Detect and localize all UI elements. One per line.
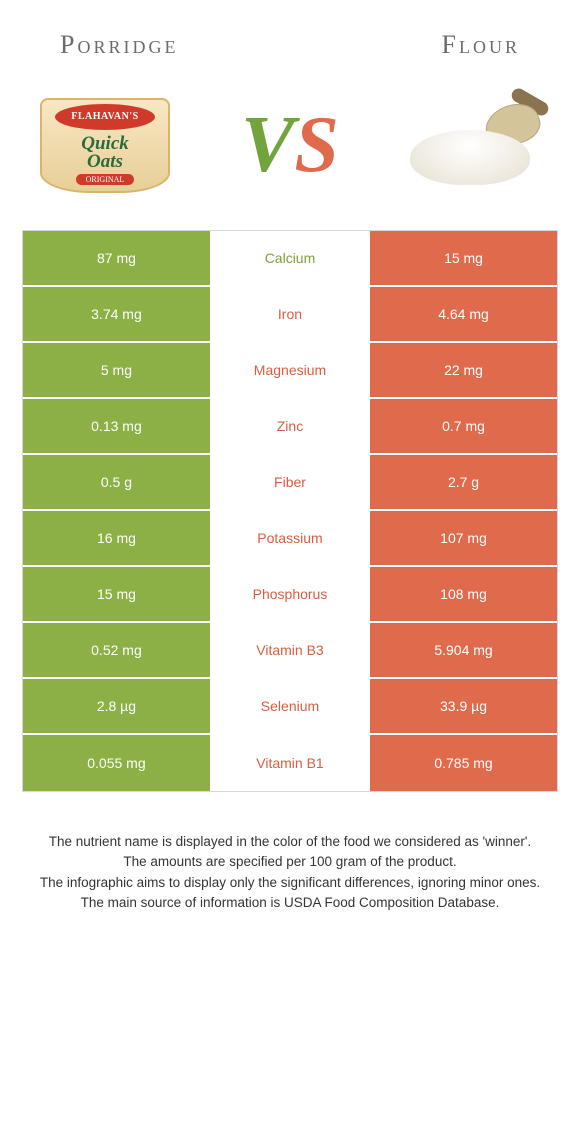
- cell-nutrient-name: Zinc: [210, 399, 370, 453]
- cell-nutrient-name: Selenium: [210, 679, 370, 733]
- cell-right-value: 107 mg: [370, 511, 557, 565]
- table-row: 0.055 mgVitamin B10.785 mg: [23, 735, 557, 791]
- flour-mound: [410, 130, 530, 185]
- cell-nutrient-name: Vitamin B3: [210, 623, 370, 677]
- table-row: 0.52 mgVitamin B35.904 mg: [23, 623, 557, 679]
- cell-left-value: 0.13 mg: [23, 399, 210, 453]
- porridge-brand: FLAHAVAN'S: [55, 104, 155, 130]
- cell-left-value: 2.8 µg: [23, 679, 210, 733]
- table-row: 5 mgMagnesium22 mg: [23, 343, 557, 399]
- cell-left-value: 5 mg: [23, 343, 210, 397]
- footer-line: The infographic aims to display only the…: [30, 873, 550, 893]
- table-row: 87 mgCalcium15 mg: [23, 231, 557, 287]
- cell-nutrient-name: Fiber: [210, 455, 370, 509]
- cell-nutrient-name: Potassium: [210, 511, 370, 565]
- porridge-cup: FLAHAVAN'S Quick Oats ORIGINAL: [40, 98, 170, 193]
- cell-left-value: 0.055 mg: [23, 735, 210, 791]
- table-row: 16 mgPotassium107 mg: [23, 511, 557, 567]
- table-row: 3.74 mgIron4.64 mg: [23, 287, 557, 343]
- footer-line: The amounts are specified per 100 gram o…: [30, 852, 550, 872]
- cell-right-value: 4.64 mg: [370, 287, 557, 341]
- cell-left-value: 3.74 mg: [23, 287, 210, 341]
- cell-right-value: 2.7 g: [370, 455, 557, 509]
- table-row: 0.5 gFiber2.7 g: [23, 455, 557, 511]
- cell-nutrient-name: Calcium: [210, 231, 370, 285]
- cell-left-value: 0.5 g: [23, 455, 210, 509]
- cell-nutrient-name: Magnesium: [210, 343, 370, 397]
- cell-right-value: 0.785 mg: [370, 735, 557, 791]
- cell-left-value: 15 mg: [23, 567, 210, 621]
- table-row: 15 mgPhosphorus108 mg: [23, 567, 557, 623]
- header: Porridge Flour: [0, 0, 580, 80]
- flour-image: [400, 90, 550, 200]
- vs-s: S: [294, 105, 339, 185]
- vs-v: V: [241, 105, 294, 185]
- footer-line: The main source of information is USDA F…: [30, 893, 550, 913]
- cell-nutrient-name: Iron: [210, 287, 370, 341]
- porridge-subtitle: ORIGINAL: [76, 174, 135, 185]
- porridge-main: Quick Oats: [81, 135, 129, 171]
- images-row: FLAHAVAN'S Quick Oats ORIGINAL VS: [0, 80, 580, 230]
- cell-right-value: 0.7 mg: [370, 399, 557, 453]
- cell-right-value: 33.9 µg: [370, 679, 557, 733]
- cell-left-value: 16 mg: [23, 511, 210, 565]
- cell-right-value: 22 mg: [370, 343, 557, 397]
- cell-left-value: 0.52 mg: [23, 623, 210, 677]
- porridge-image: FLAHAVAN'S Quick Oats ORIGINAL: [30, 90, 180, 200]
- cell-nutrient-name: Vitamin B1: [210, 735, 370, 791]
- footer-line: The nutrient name is displayed in the co…: [30, 832, 550, 852]
- footer-notes: The nutrient name is displayed in the co…: [0, 792, 580, 913]
- cell-right-value: 15 mg: [370, 231, 557, 285]
- cell-left-value: 87 mg: [23, 231, 210, 285]
- table-row: 2.8 µgSelenium33.9 µg: [23, 679, 557, 735]
- cell-right-value: 108 mg: [370, 567, 557, 621]
- food-title-right: Flour: [442, 30, 520, 60]
- cell-nutrient-name: Phosphorus: [210, 567, 370, 621]
- comparison-table: 87 mgCalcium15 mg3.74 mgIron4.64 mg5 mgM…: [22, 230, 558, 792]
- table-row: 0.13 mgZinc0.7 mg: [23, 399, 557, 455]
- food-title-left: Porridge: [60, 30, 178, 60]
- cell-right-value: 5.904 mg: [370, 623, 557, 677]
- flour-pile: [405, 95, 545, 195]
- vs-label: VS: [241, 105, 339, 185]
